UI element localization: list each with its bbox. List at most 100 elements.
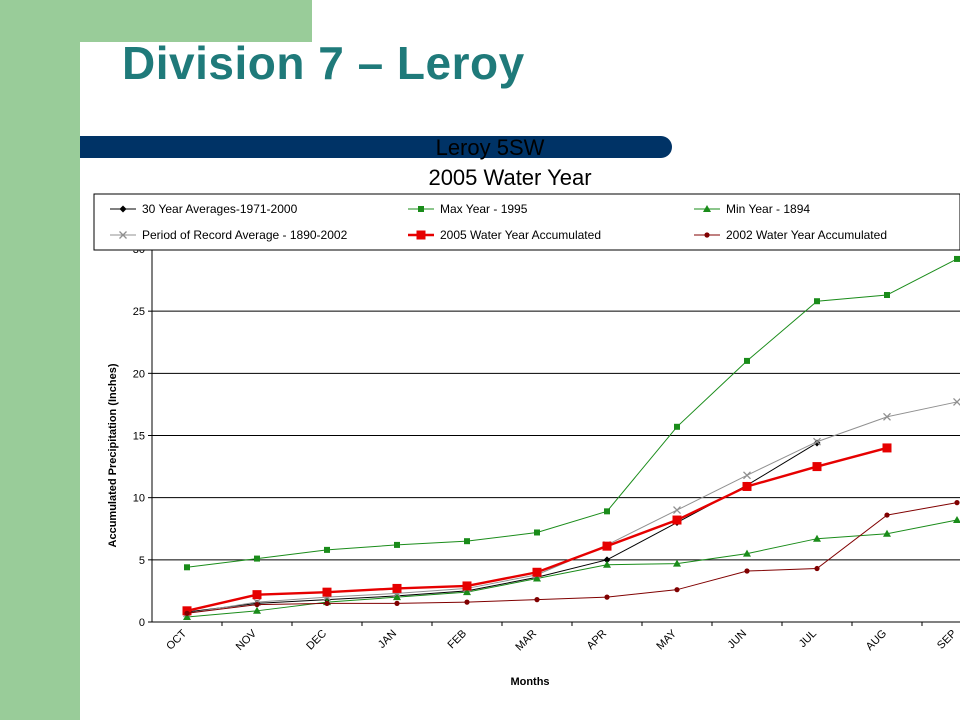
legend-box [93,193,960,251]
slide-title: Division 7 – Leroy [122,37,525,89]
series-line [186,442,818,613]
series-5 [182,443,892,616]
data-point [534,597,540,603]
data-point [533,574,541,582]
x-tick-label: MAR [513,628,539,654]
left-accent-bar [0,0,80,720]
data-point [324,600,330,606]
x-tick-label: OCT [164,627,189,652]
x-tick-label: DEC [304,628,329,653]
legend-label: 2002 Water Year Accumulated [726,228,887,242]
data-point [883,529,891,537]
series-group [182,255,960,621]
data-point [462,581,472,591]
series-line [186,401,958,614]
data-point [602,541,612,551]
grid-lines [152,310,960,561]
x-tick-label: FEB [445,628,469,652]
data-point [252,590,262,600]
data-point [463,588,471,596]
data-point [322,587,332,597]
data-point [953,397,960,406]
y-tick-label: 10 [133,493,145,505]
data-point [884,292,890,299]
x-tick-label: JUN [726,628,750,652]
legend-entry: 2005 Water Year Accumulated [408,228,601,242]
series-2 [184,255,960,571]
x-tick-label: JUL [797,628,819,650]
data-point [604,508,610,515]
data-point [532,567,542,577]
legend-marker [704,232,710,238]
x-axis-label: Months [510,676,549,688]
legend-label: 2005 Water Year Accumulated [440,228,601,242]
title-band [80,136,672,158]
x-tick-label: JAN [376,628,399,651]
series-6 [184,500,960,616]
legend-marker [119,205,127,213]
legend: 30 Year Averages-1971-2000 Max Year - 199… [93,193,960,251]
data-point [813,437,821,446]
data-point [673,559,681,567]
data-point [394,600,400,606]
legend-marker [119,231,127,239]
x-tick-label: APR [585,628,610,653]
series-4 [183,397,960,618]
axes [148,248,960,626]
y-tick-labels: 051015202530 [133,244,145,629]
data-point [673,506,681,515]
data-point [464,538,470,545]
data-point [812,462,822,472]
y-tick-label: 5 [139,555,145,567]
chart-subtitle: 2005 Water Year [428,165,591,190]
y-axis-label: Accumulated Precipitation (Inches) [107,363,119,547]
data-point [184,564,190,571]
data-point [744,357,750,364]
data-point [392,583,402,593]
data-point [884,512,890,518]
data-point [534,529,540,536]
legend-entry: 2002 Water Year Accumulated [694,228,887,242]
legend-entry: 30 Year Averages-1971-2000 [110,202,298,216]
data-point [813,534,821,542]
legend-marker [416,230,426,240]
data-point [674,423,680,430]
accent-corner [80,42,120,82]
x-tick-labels: OCT NOV DEC JAN FEB MAR APR MAY JUN JUL AUG SEP [164,627,959,653]
data-point [674,587,680,593]
data-point [883,412,891,421]
legend-entry: Period of Record Average - 1890-2002 [110,228,348,242]
y-tick-label: 20 [133,368,145,380]
legend-label: Period of Record Average - 1890-2002 [142,228,348,242]
data-point [814,565,820,572]
legend-label: Min Year - 1894 [726,202,810,216]
legend-marker [703,205,711,212]
series-line [186,258,958,568]
x-tick-label: MAY [654,627,679,652]
y-tick-label: 15 [133,431,145,443]
data-point [953,516,960,524]
data-point [604,594,610,600]
data-point [954,255,960,262]
data-point [882,443,892,453]
y-tick-label: 0 [139,617,145,629]
legend-entry: Max Year - 1995 [408,202,528,216]
data-point [394,541,400,548]
chart-title: Leroy 5SW [436,136,545,160]
data-point [744,568,750,574]
data-point [183,613,191,621]
series-line [186,446,888,612]
legend-marker [418,206,424,212]
data-point [672,515,682,525]
data-point [954,500,960,506]
series-line [186,502,958,614]
y-tick-label: 25 [133,306,145,318]
series-1 [183,439,821,616]
x-tick-label: AUG [864,628,889,653]
data-point [393,593,401,601]
data-point [254,555,260,562]
top-accent-bar [80,0,312,42]
legend-entry: Min Year - 1894 [694,202,810,216]
series-3 [183,516,960,621]
precipitation-chart: 051015202530 OCTNOVDECJANFEBMARAPRMAYJUN… [93,136,960,688]
